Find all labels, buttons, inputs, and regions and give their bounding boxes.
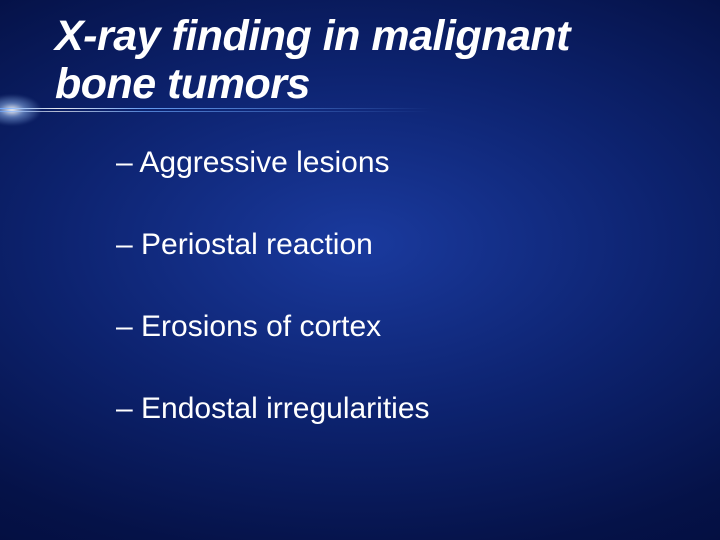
list-item-label: Endostal irregularities (141, 392, 429, 425)
list-item-label: Periostal reaction (141, 228, 373, 261)
list-item-label: Aggressive lesions (139, 146, 389, 179)
title-line-2: bone tumors (55, 60, 570, 108)
bullet-dash-icon: – (116, 228, 133, 261)
bullet-dash-icon: – (116, 310, 133, 343)
list-item-label: Erosions of cortex (141, 310, 381, 343)
bullet-list: – Aggressive lesions – Periostal reactio… (116, 146, 430, 474)
list-item: – Endostal irregularities (116, 392, 430, 426)
lens-flare-decor (0, 108, 720, 112)
list-item: – Periostal reaction (116, 228, 430, 262)
slide-title: X-ray finding in malignant bone tumors (55, 12, 570, 108)
list-item: – Erosions of cortex (116, 310, 430, 344)
bullet-dash-icon: – (116, 146, 133, 179)
title-line-1: X-ray finding in malignant (55, 12, 570, 60)
bullet-dash-icon: – (116, 392, 133, 425)
list-item: – Aggressive lesions (116, 146, 430, 180)
